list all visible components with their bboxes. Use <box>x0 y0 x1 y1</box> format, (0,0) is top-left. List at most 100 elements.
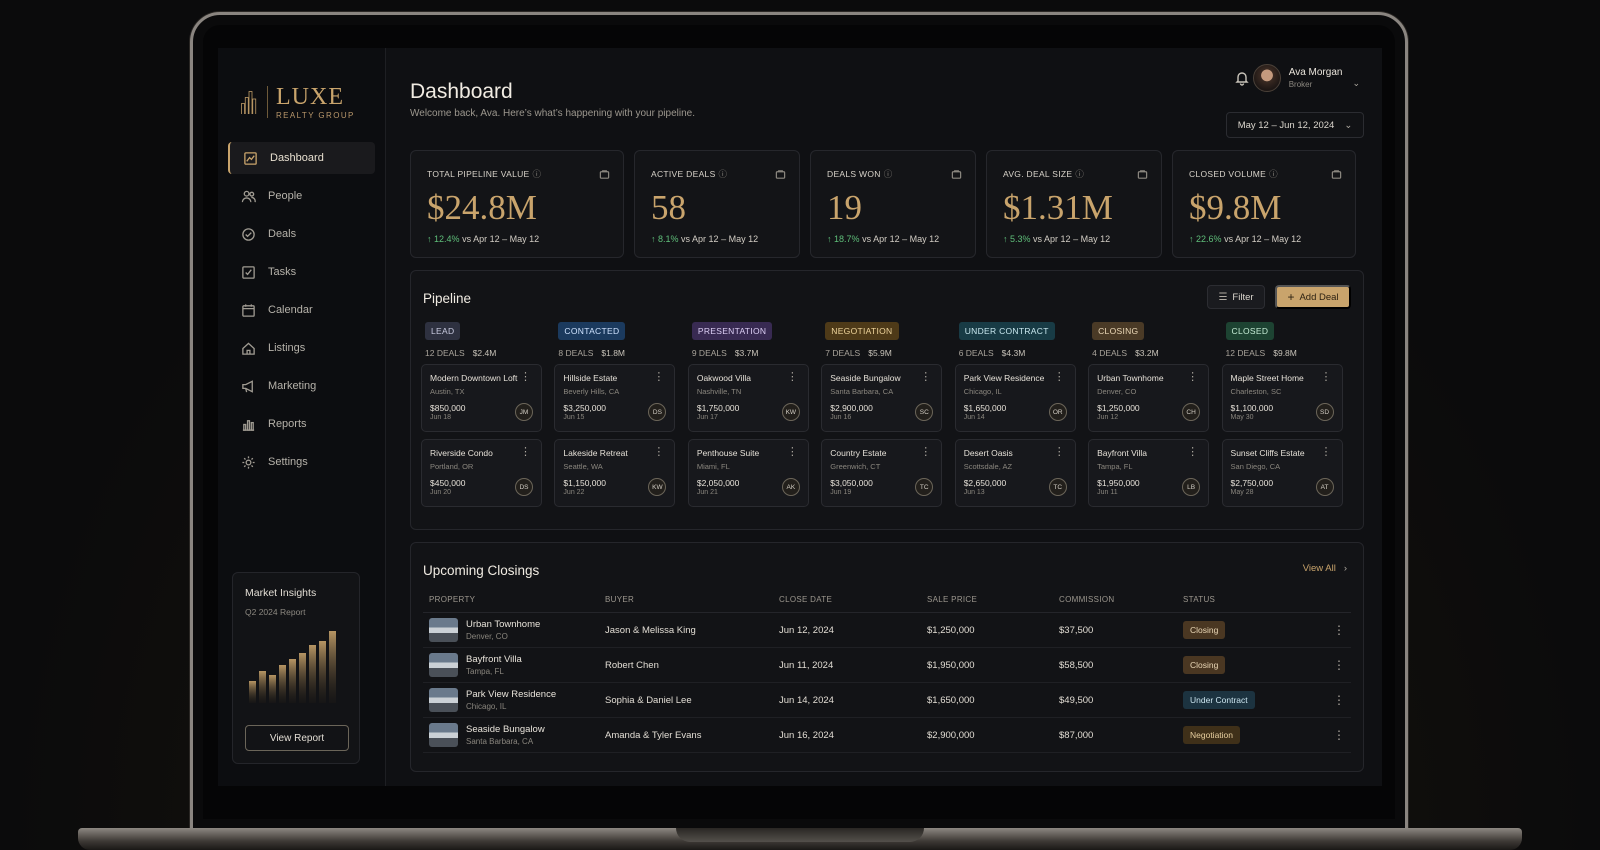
deal-date: Jun 11 <box>1097 489 1118 496</box>
deal-price: $1,950,000 <box>1097 478 1140 488</box>
user-name: Ava Morgan <box>1288 67 1343 78</box>
bell-icon[interactable] <box>1234 70 1252 88</box>
sidebar-item-label: Reports <box>268 418 307 430</box>
more-vertical-icon[interactable]: ⋮ <box>1053 446 1065 458</box>
more-vertical-icon[interactable]: ⋮ <box>1297 612 1351 648</box>
more-vertical-icon[interactable]: ⋮ <box>653 446 665 458</box>
add-deal-button[interactable]: + Add Deal <box>1275 285 1351 309</box>
view-all-link[interactable]: View All › <box>1303 563 1347 574</box>
more-vertical-icon[interactable]: ⋮ <box>1320 446 1332 458</box>
deal-card[interactable]: Riverside Condo Portland, OR $450,000 Jun 2… <box>421 439 542 507</box>
kpi-value: $9.8M <box>1189 188 1282 227</box>
kpi-value: 58 <box>651 188 686 227</box>
kpi-delta: ↑ 8.1% vs Apr 12 – May 12 <box>651 234 759 244</box>
deal-location: Nashville, TN <box>696 387 742 396</box>
sidebar-item-listings[interactable]: Listings <box>228 332 375 364</box>
deal-price: $2,750,000 <box>1230 478 1274 488</box>
deal-card[interactable]: Seaside Bungalow Santa Barbara, CA $2,900,… <box>821 364 943 432</box>
deal-card[interactable]: Country Estate Greenwich, CT $3,050,000 Jun… <box>821 439 943 507</box>
lock-icon <box>1331 167 1343 179</box>
column-header[interactable]: SALE PRICE <box>921 589 1053 613</box>
table-row[interactable]: Urban Townhome Denver, CO Jason & Melissa … <box>423 612 1351 648</box>
column-header[interactable]: PROPERTY <box>423 589 599 613</box>
table-row[interactable]: Bayfront Villa Tampa, FL Robert Chen Jun 11… <box>423 647 1351 683</box>
property-name: Bayfront Villa <box>466 654 522 665</box>
table-row[interactable]: Park View Residence Chicago, IL Sophia & D… <box>423 682 1351 718</box>
kpi-delta: ↑ 18.7% vs Apr 12 – May 12 <box>827 234 940 244</box>
more-vertical-icon[interactable]: ⋮ <box>1297 647 1351 683</box>
deal-card[interactable]: Park View Residence Chicago, IL $1,650,000… <box>954 364 1076 432</box>
agent-avatar: DS <box>515 478 533 496</box>
close-date-cell: Jun 16, 2024 <box>773 717 921 753</box>
column-header[interactable]: CLOSE DATE <box>773 589 921 613</box>
column-header[interactable]: STATUS <box>1177 589 1297 613</box>
sidebar-item-deals[interactable]: Deals <box>228 218 375 250</box>
property-name: Urban Townhome <box>466 619 541 630</box>
more-vertical-icon[interactable]: ⋮ <box>1187 446 1199 458</box>
agent-avatar: SD <box>1315 403 1334 421</box>
more-vertical-icon[interactable]: ⋮ <box>653 371 665 383</box>
status-badge: Closing <box>1183 656 1226 674</box>
deal-card[interactable]: Modern Downtown Loft Austin, TX $850,000 Ju… <box>421 364 542 432</box>
sidebar-item-dashboard[interactable]: Dashboard <box>228 142 375 174</box>
brand-logo[interactable]: LUXE REALTY GROUP <box>218 48 385 132</box>
deal-card[interactable]: Penthouse Suite Miami, FL $2,050,000 Jun 21… <box>687 439 809 507</box>
pipeline-column-under-contract: UNDER CONTRACT 6 DEALS $4.3M Park View Resi… <box>954 321 1084 514</box>
more-vertical-icon[interactable]: ⋮ <box>520 371 531 383</box>
arrow-up-icon: ↑ <box>1003 234 1011 244</box>
more-vertical-icon[interactable]: ⋮ <box>920 371 932 383</box>
info-icon[interactable]: ⓘ <box>883 169 893 179</box>
deal-title: Maple Street Home <box>1230 373 1304 383</box>
deal-card[interactable]: Maple Street Home Charleston, SC $1,100,00… <box>1221 364 1343 432</box>
deal-card[interactable]: Oakwood Villa Nashville, TN $1,750,000 Jun … <box>687 364 809 432</box>
deal-card[interactable]: Desert Oasis Scottsdale, AZ $2,650,000 Jun … <box>954 439 1076 507</box>
more-vertical-icon[interactable]: ⋮ <box>1297 717 1351 753</box>
deal-location: Santa Barbara, CA <box>830 387 894 396</box>
view-report-button[interactable]: View Report <box>245 725 349 751</box>
sidebar-item-calendar[interactable]: Calendar <box>228 294 375 326</box>
property-thumbnail <box>429 618 458 642</box>
deal-card[interactable]: Urban Townhome Denver, CO $1,250,000 Jun 12… <box>1088 364 1210 432</box>
column-header[interactable]: COMMISSION <box>1053 589 1177 613</box>
more-vertical-icon[interactable]: ⋮ <box>920 446 932 458</box>
more-vertical-icon[interactable]: ⋮ <box>786 371 798 383</box>
info-icon[interactable]: ⓘ <box>1075 169 1085 179</box>
stage-summary: 12 DEALS $9.8M <box>1225 348 1297 358</box>
kpi-label: TOTAL PIPELINE VALUE ⓘ <box>427 169 542 179</box>
date-range-picker[interactable]: May 12 – Jun 12, 2024 ⌄ <box>1226 112 1364 138</box>
deal-card[interactable]: Lakeside Retreat Seattle, WA $1,150,000 Jun… <box>554 439 676 507</box>
sale-price-cell: $1,250,000 <box>921 612 1053 648</box>
chevron-down-icon: ⌄ <box>1344 119 1353 131</box>
column-header[interactable]: BUYER <box>599 589 773 613</box>
more-vertical-icon[interactable]: ⋮ <box>1053 371 1065 383</box>
deal-card[interactable]: Bayfront Villa Tampa, FL $1,950,000 Jun 11 ⋮… <box>1088 439 1210 507</box>
table-row[interactable]: Seaside Bungalow Santa Barbara, CA Amanda … <box>423 717 1351 753</box>
deal-title: Country Estate <box>830 448 887 458</box>
deal-card[interactable]: Hillside Estate Beverly Hills, CA $3,250,0… <box>554 364 676 432</box>
more-vertical-icon[interactable]: ⋮ <box>1320 371 1332 383</box>
info-icon[interactable]: ⓘ <box>1269 169 1278 179</box>
sidebar-item-reports[interactable]: Reports <box>228 408 375 440</box>
more-vertical-icon[interactable]: ⋮ <box>1187 371 1199 383</box>
stage-summary: 8 DEALS $1.8M <box>558 348 626 358</box>
filter-button[interactable]: ☰ Filter <box>1207 285 1265 309</box>
deal-price: $1,750,000 <box>696 403 740 413</box>
info-icon[interactable]: ⓘ <box>532 169 542 179</box>
user-menu[interactable]: Ava Morgan Broker ⌄ <box>1252 64 1360 92</box>
deal-price: $1,150,000 <box>563 478 606 488</box>
buyer-cell: Robert Chen <box>599 647 773 683</box>
deal-card[interactable]: Sunset Cliffs Estate San Diego, CA $2,750,… <box>1221 439 1343 507</box>
sidebar-item-tasks[interactable]: Tasks <box>228 256 375 288</box>
sidebar-item-people[interactable]: People <box>228 180 375 212</box>
deal-location: San Diego, CA <box>1230 462 1281 471</box>
sidebar-item-settings[interactable]: Settings <box>228 446 375 478</box>
deal-price: $1,650,000 <box>963 403 1007 413</box>
pipeline-column-presentation: PRESENTATION 9 DEALS $3.7M Oakwood Villa Nas… <box>687 321 817 514</box>
more-vertical-icon[interactable]: ⋮ <box>520 446 531 458</box>
stage-chip: CLOSING <box>1092 322 1145 340</box>
more-vertical-icon[interactable]: ⋮ <box>786 446 798 458</box>
stage-chip: CONTACTED <box>558 322 626 340</box>
sidebar-item-marketing[interactable]: Marketing <box>228 370 375 402</box>
more-vertical-icon[interactable]: ⋮ <box>1297 682 1351 718</box>
info-icon[interactable]: ⓘ <box>718 169 728 179</box>
